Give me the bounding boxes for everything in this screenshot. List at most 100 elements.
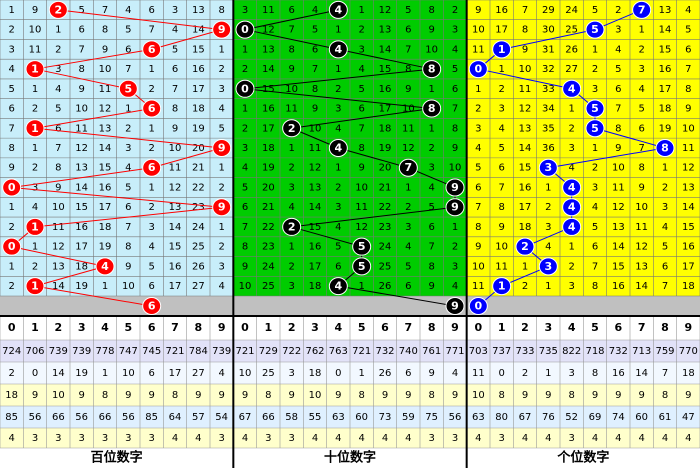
miss-count: 23 <box>379 222 392 233</box>
miss-count: 16 <box>612 281 625 292</box>
miss-count: 11 <box>355 202 368 213</box>
miss-count: 5 <box>662 242 668 253</box>
trend-line <box>338 147 409 169</box>
miss-count: 3 <box>218 261 224 272</box>
miss-count: 4 <box>125 5 131 16</box>
stat-value: 18 <box>309 368 322 379</box>
draw-digit: 4 <box>568 82 576 95</box>
miss-count: 3 <box>335 202 341 213</box>
miss-count: 15 <box>379 64 392 75</box>
miss-count: 19 <box>99 242 112 253</box>
miss-count: 4 <box>335 123 341 134</box>
stat-value: 4 <box>592 433 598 444</box>
miss-count: 7 <box>522 5 528 16</box>
miss-count: 34 <box>542 104 555 115</box>
miss-count: 3 <box>498 104 504 115</box>
draw-ball <box>328 40 348 59</box>
miss-count: 25 <box>565 25 578 36</box>
miss-count: 10 <box>472 25 485 36</box>
stat-value: 10 <box>239 368 252 379</box>
miss-count: 10 <box>169 143 182 154</box>
draw-digit: 3 <box>545 161 553 174</box>
miss-count: 5 <box>218 123 224 134</box>
miss-count: 3 <box>148 222 154 233</box>
miss-count: 16 <box>519 182 532 193</box>
draw-ball <box>235 79 255 98</box>
miss-count: 10 <box>99 64 112 75</box>
miss-count: 1 <box>662 163 668 174</box>
miss-count: 12 <box>169 182 182 193</box>
trend-line <box>34 206 222 228</box>
miss-count: 12 <box>519 104 532 115</box>
miss-count: 6 <box>475 182 481 193</box>
draw-ball <box>142 99 162 118</box>
miss-count: 7 <box>358 123 364 134</box>
stat-value: 9 <box>615 390 621 401</box>
miss-count: 11 <box>495 261 508 272</box>
trend-line <box>338 285 456 307</box>
miss-count: 2 <box>288 163 294 174</box>
draw-ball <box>538 257 558 276</box>
stat-value: 9 <box>382 390 388 401</box>
miss-count: 4 <box>218 281 224 292</box>
miss-count: 9 <box>32 5 38 16</box>
miss-count: 8 <box>475 222 481 233</box>
stat-value: 1 <box>545 368 551 379</box>
stat-value: 4 <box>522 433 528 444</box>
miss-count: 12 <box>99 104 112 115</box>
stat-value: 4 <box>8 433 14 444</box>
miss-count: 1 <box>288 143 294 154</box>
digit-header: 0 <box>8 321 16 334</box>
miss-count: 2 <box>8 281 14 292</box>
miss-count: 9 <box>242 261 248 272</box>
stat-value: 10 <box>52 390 65 401</box>
miss-count: 10 <box>122 281 135 292</box>
miss-count: 18 <box>519 222 532 233</box>
draw-digit: 2 <box>521 240 529 253</box>
miss-count: 8 <box>102 25 108 36</box>
digit-header: 8 <box>661 321 669 334</box>
miss-count: 4 <box>662 222 668 233</box>
draw-ball <box>328 277 348 296</box>
miss-count: 4 <box>475 143 481 154</box>
miss-count: 19 <box>262 163 275 174</box>
stat-value: 55 <box>309 412 322 423</box>
miss-count: 7 <box>8 123 14 134</box>
stat-value: 3 <box>32 433 38 444</box>
miss-count: 2 <box>8 25 14 36</box>
stat-value: 3 <box>568 433 574 444</box>
miss-count: 8 <box>55 163 61 174</box>
draw-ball <box>468 60 488 79</box>
stat-value: 4 <box>662 433 668 444</box>
miss-count: 16 <box>309 242 322 253</box>
miss-count: 12 <box>379 5 392 16</box>
stat-value: 739 <box>72 346 91 357</box>
miss-count: 16 <box>495 5 508 16</box>
stat-value: 3 <box>452 433 458 444</box>
miss-count: 16 <box>379 84 392 95</box>
miss-count: 4 <box>638 84 644 95</box>
stat-value: 10 <box>122 368 135 379</box>
draw-ball <box>212 139 232 157</box>
digit-header: 7 <box>405 321 413 334</box>
stat-value: 732 <box>375 346 394 357</box>
stat-value: 4 <box>335 433 341 444</box>
draw-ball <box>632 0 652 19</box>
draw-ball <box>142 158 162 177</box>
trend-line <box>244 68 432 90</box>
miss-count: 15 <box>75 202 88 213</box>
miss-count: 25 <box>192 242 205 253</box>
miss-count: 6 <box>615 84 621 95</box>
stat-value: 9 <box>545 390 551 401</box>
draw-digit: 5 <box>591 102 599 115</box>
miss-count: 6 <box>662 261 668 272</box>
miss-count: 26 <box>565 44 578 55</box>
draw-ball <box>142 40 162 59</box>
miss-count: 6 <box>125 44 131 55</box>
miss-count: 14 <box>75 182 88 193</box>
miss-count: 24 <box>192 222 205 233</box>
miss-count: 1 <box>335 25 341 36</box>
stat-value: 73 <box>379 412 392 423</box>
stat-value: 9 <box>638 390 644 401</box>
draw-ball <box>515 237 535 256</box>
